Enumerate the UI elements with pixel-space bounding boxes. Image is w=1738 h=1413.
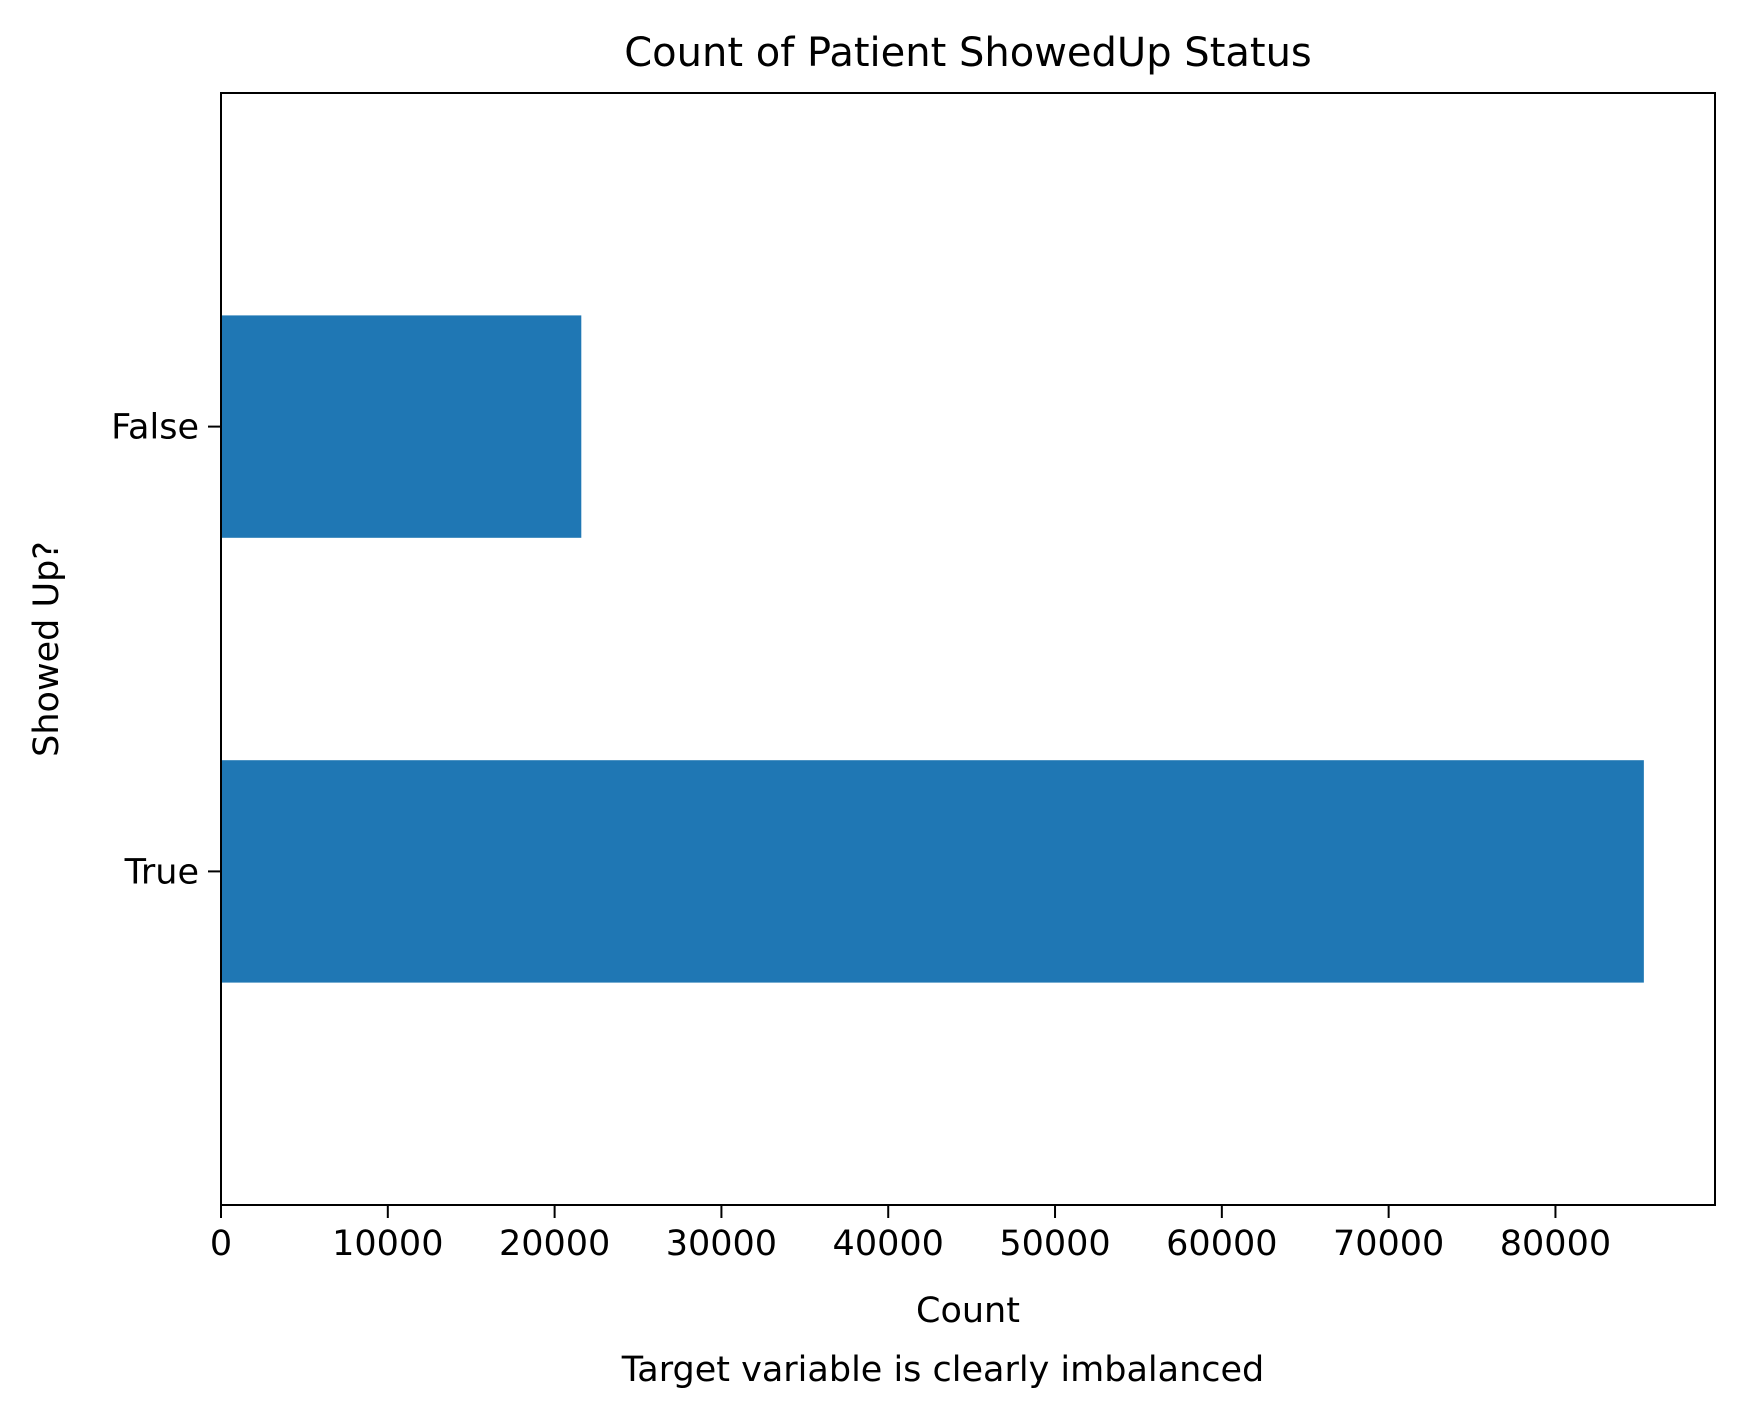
x-tick-label: 10000 bbox=[332, 1224, 443, 1264]
y-tick-label: False bbox=[111, 408, 199, 448]
chart-title: Count of Patient ShowedUp Status bbox=[624, 30, 1312, 76]
bar-false bbox=[221, 315, 582, 538]
x-tick-label: 0 bbox=[210, 1224, 232, 1264]
x-axis-label: Count bbox=[916, 1291, 1020, 1331]
bars-group bbox=[221, 315, 1644, 983]
x-tick-label: 40000 bbox=[833, 1224, 944, 1264]
plot-frame bbox=[220, 92, 1716, 1206]
x-tick-label: 60000 bbox=[1166, 1224, 1277, 1264]
bar-true bbox=[221, 760, 1644, 983]
y-ticks-group: False True bbox=[111, 408, 221, 892]
x-tick-label: 80000 bbox=[1500, 1224, 1611, 1264]
y-axis-label: Showed Up? bbox=[27, 541, 67, 757]
x-tick-label: 20000 bbox=[499, 1224, 610, 1264]
chart-caption: Target variable is clearly imbalanced bbox=[621, 1350, 1265, 1390]
x-ticks-group: 0 10000 20000 30000 40000 50000 60000 70000 8000… bbox=[210, 1205, 1611, 1264]
x-tick-label: 70000 bbox=[1333, 1224, 1444, 1264]
y-tick-label: True bbox=[124, 852, 199, 892]
x-tick-label: 30000 bbox=[666, 1224, 777, 1264]
x-tick-label: 50000 bbox=[999, 1224, 1110, 1264]
